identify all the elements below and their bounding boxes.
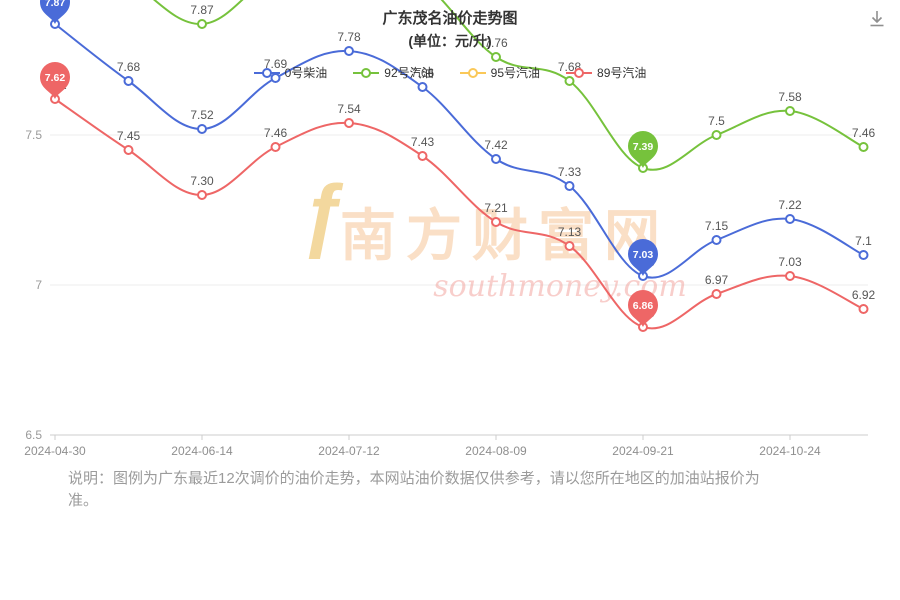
legend-marker-icon	[566, 67, 593, 78]
data-point[interactable]	[858, 304, 869, 314]
data-point[interactable]	[270, 142, 281, 152]
data-label: 7.21	[484, 201, 508, 215]
data-label: 7.1	[855, 234, 872, 248]
mark-point-value: 7.87	[45, 0, 66, 9]
data-label: 7.46	[264, 126, 288, 140]
data-point[interactable]	[197, 19, 207, 29]
data-point[interactable]	[785, 106, 795, 116]
data-point[interactable]	[417, 151, 428, 161]
data-point[interactable]	[270, 73, 281, 83]
mark-point-pin	[40, 0, 70, 24]
data-point[interactable]	[123, 145, 134, 155]
data-label: 7.43	[411, 135, 435, 149]
legend-item-89号汽油[interactable]: 89号汽油	[566, 64, 646, 81]
data-point[interactable]	[785, 214, 795, 224]
data-label: 7.78	[337, 30, 361, 44]
data-point[interactable]	[197, 190, 207, 200]
data-label: 7.68	[117, 60, 141, 74]
download-icon[interactable]	[866, 8, 888, 30]
legend-label: 95号汽油	[490, 66, 541, 80]
chart-header: 广东茂名油价走势图 (单位：元/升)	[0, 7, 900, 51]
data-point[interactable]	[491, 217, 501, 227]
data-point[interactable]	[344, 118, 354, 128]
data-label: 7.87	[190, 3, 214, 17]
data-point[interactable]	[785, 271, 795, 281]
mark-point-value: 7.39	[633, 141, 654, 153]
legend-item-92号汽油[interactable]: 92号汽油	[353, 64, 434, 81]
data-label: 7.52	[190, 108, 214, 122]
data-point[interactable]	[711, 289, 722, 299]
data-point[interactable]	[344, 46, 354, 56]
x-axis-label: 2024-10-24	[759, 444, 821, 458]
legend-label: 89号汽油	[597, 66, 647, 80]
legend-item-0号柴油[interactable]: 0号柴油	[253, 64, 328, 81]
data-label: 7.33	[558, 165, 582, 179]
data-point[interactable]	[564, 241, 575, 251]
data-point[interactable]	[711, 235, 722, 245]
x-axis-label: 2024-07-12	[318, 444, 380, 458]
data-point[interactable]	[564, 181, 575, 191]
legend-marker-icon	[459, 67, 486, 78]
data-label: 7.5	[708, 114, 725, 128]
legend-marker-icon	[253, 67, 280, 78]
data-point[interactable]	[417, 82, 428, 92]
legend-item-95号汽油[interactable]: 95号汽油	[459, 64, 541, 81]
data-label: 7.42	[484, 138, 508, 152]
y-axis-label: 7	[35, 278, 42, 292]
data-point[interactable]	[491, 154, 501, 164]
page-title: 广东茂名油价走势图	[382, 10, 518, 27]
x-axis-label: 2024-09-21	[612, 444, 674, 458]
chart-legend: 0号柴油 92号汽油 95号汽油 89号汽油	[0, 64, 900, 81]
price-trend-chart[interactable]: 6.577.588.592024-04-302024-06-142024-07-…	[0, 0, 900, 465]
data-label: 6.97	[705, 273, 729, 287]
x-axis-label: 2024-06-14	[171, 444, 233, 458]
x-axis-label: 2024-08-09	[465, 444, 527, 458]
mark-point-pin	[40, 62, 70, 99]
mark-point-pin	[628, 290, 658, 327]
data-point[interactable]	[564, 76, 575, 86]
data-label: 7.03	[778, 255, 802, 269]
y-axis-label: 7.5	[25, 128, 42, 142]
page-subtitle: (单位：元/升)	[408, 33, 492, 49]
data-point[interactable]	[491, 52, 501, 62]
x-axis-label: 2024-04-30	[24, 444, 86, 458]
data-label: 7.13	[558, 225, 582, 239]
watermark-logo-icon: ƒ	[300, 169, 346, 260]
mark-point-pin	[628, 131, 658, 168]
y-axis-label: 6.5	[25, 428, 42, 442]
data-label: 7.54	[337, 102, 361, 116]
data-point[interactable]	[197, 124, 207, 134]
legend-marker-icon	[353, 67, 380, 78]
data-label: 7.30	[190, 174, 214, 188]
data-label: 6.92	[852, 288, 876, 302]
mark-point-value: 6.86	[633, 300, 654, 312]
mark-point-pin	[628, 239, 658, 276]
data-label: 7.45	[117, 129, 141, 143]
data-label: 7.22	[778, 198, 802, 212]
data-label: 7.66	[411, 66, 435, 80]
data-label: 7.46	[852, 126, 876, 140]
data-label: 7.69	[264, 57, 288, 71]
data-point[interactable]	[858, 142, 869, 152]
data-point[interactable]	[123, 76, 134, 86]
data-point[interactable]	[858, 250, 869, 260]
data-point[interactable]	[711, 130, 722, 140]
data-label: 7.76	[484, 36, 508, 50]
data-label: 7.58	[778, 90, 802, 104]
legend-label: 0号柴油	[284, 66, 328, 80]
disclaimer-note: 说明：图例为广东最近12次调价的油价走势，本网站油价数据仅供参考，请以您所在地区…	[68, 470, 760, 509]
legend-label: 92号汽油	[384, 66, 434, 80]
data-label: 7.15	[705, 219, 729, 233]
mark-point-value: 7.62	[45, 72, 66, 84]
mark-point-value: 7.03	[633, 249, 654, 261]
